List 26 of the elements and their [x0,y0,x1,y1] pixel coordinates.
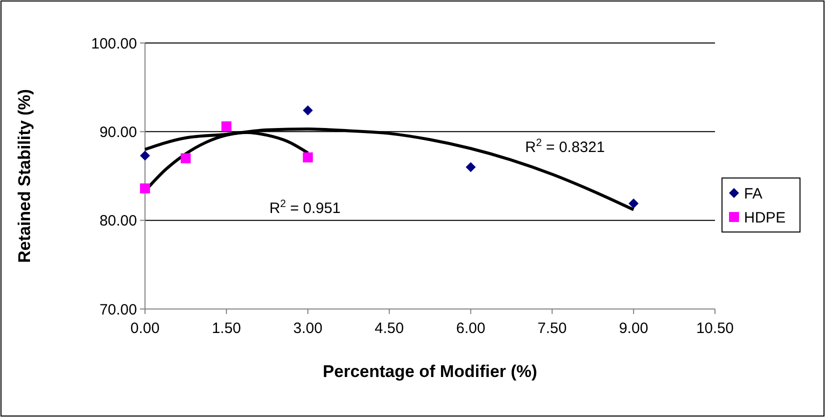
y-tick-label: 100.00 [91,35,137,52]
annotation: R$^{2}$ = 0.8321 [525,137,605,156]
x-axis-title: Percentage of Modifier (%) [322,362,538,381]
point [302,105,313,116]
annotation: R$^{2}$ = 0.951 [269,198,341,217]
x-tick-label: 3.00 [293,320,322,337]
x-tick-label: 9.00 [618,320,648,337]
x-tick-label: 1.50 [212,320,242,337]
y-tick-label: 80.00 [99,212,137,230]
x-tick-label: 0.00 [130,320,160,337]
point [302,152,313,162]
x-tick-label: 7.50 [538,320,567,337]
point [466,162,476,172]
point [140,150,150,161]
x-tick-label: 6.00 [456,320,486,337]
y-axis-title: Retained Stability (%) [15,89,34,263]
point [221,121,232,132]
point [140,183,150,194]
x-tick-label: 10.50 [696,320,734,337]
point [180,153,191,164]
legend-label: FA [744,185,762,202]
x-tick-label: 4.50 [374,320,404,337]
y-tick-label: 90.00 [99,124,137,141]
legend-label: HDPE [744,209,786,226]
point [628,198,639,208]
y-tick-label: 70.00 [99,301,137,318]
